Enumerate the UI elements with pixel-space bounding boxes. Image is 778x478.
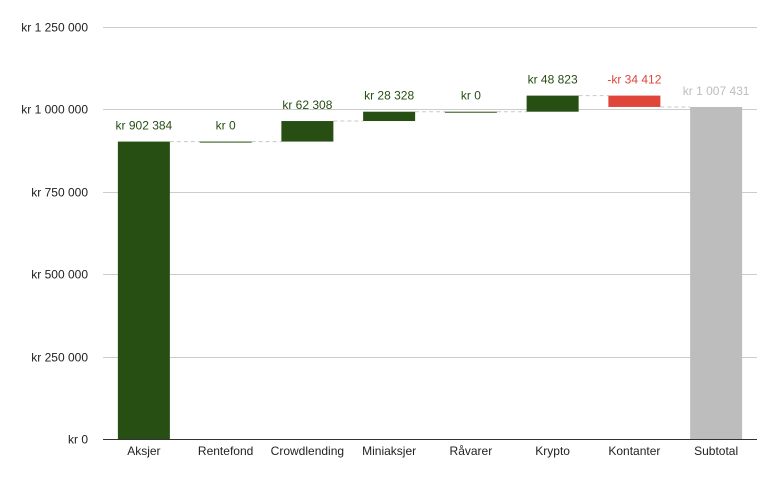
y-tick-label: kr 500 000	[31, 268, 88, 282]
bar-miniaksjer	[363, 111, 416, 122]
x-tick-label: Subtotal	[694, 444, 738, 458]
x-tick-label: Krypto	[535, 444, 570, 458]
y-tick-label: kr 1 250 000	[21, 21, 88, 35]
y-tick-label: kr 0	[68, 433, 88, 447]
connectors	[169, 95, 691, 143]
x-tick-label: Miniaksjer	[362, 444, 416, 458]
bar-krypto	[526, 95, 579, 112]
data-label: kr 0	[461, 89, 481, 103]
x-tick-label: Råvarer	[450, 444, 493, 458]
x-tick-label: Kontanter	[608, 444, 660, 458]
y-tick-label: kr 1 000 000	[21, 103, 88, 117]
data-label: kr 0	[216, 119, 236, 133]
bars	[117, 95, 743, 440]
x-tick-label: Aksjer	[127, 444, 160, 458]
data-label: kr 48 823	[528, 73, 578, 87]
bar-subtotal	[690, 106, 743, 439]
data-label: -kr 34 412	[607, 73, 661, 87]
y-tick-label: kr 750 000	[31, 186, 88, 200]
data-label: kr 1 007 431	[683, 84, 750, 98]
bar-råvarer	[444, 111, 497, 113]
x-tick-label: Crowdlending	[271, 444, 344, 458]
y-tick-label: kr 250 000	[31, 351, 88, 365]
data-label: kr 28 328	[364, 89, 414, 103]
data-labels: kr 902 384 kr 0 kr 62 308 kr 28 328 kr 0 kr 4…	[116, 73, 750, 133]
gridlines	[103, 27, 757, 358]
x-tick-label: Rentefond	[198, 444, 253, 458]
bar-aksjer	[117, 141, 170, 440]
bar-rentefond	[199, 141, 252, 143]
axes: kr 0 kr 250 000 kr 500 000 kr 750 000 kr 1 0…	[21, 21, 757, 458]
data-label: kr 902 384	[116, 119, 173, 133]
data-label: kr 62 308	[282, 98, 332, 112]
bar-kontanter	[608, 95, 661, 107]
bar-crowdlending	[281, 121, 334, 142]
